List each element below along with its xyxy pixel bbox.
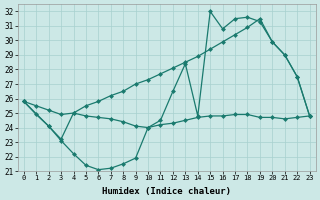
X-axis label: Humidex (Indice chaleur): Humidex (Indice chaleur): [102, 187, 231, 196]
